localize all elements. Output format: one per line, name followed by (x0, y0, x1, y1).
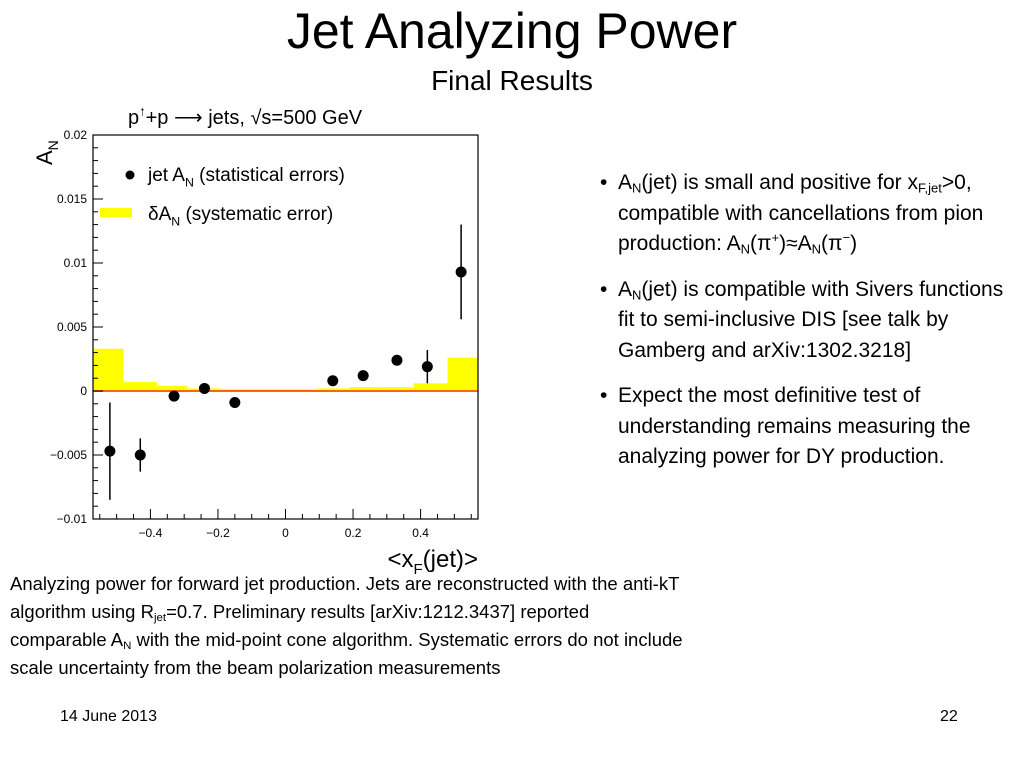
x-tick-label: 0.4 (412, 526, 429, 540)
systematic-band (315, 388, 350, 391)
slide-title: Jet Analyzing Power (286, 3, 738, 59)
y-tick-label: −0.005 (50, 448, 87, 462)
text-run: Analyzing power for forward jet producti… (10, 573, 680, 622)
text-run: N (740, 241, 750, 257)
data-point (198, 382, 210, 394)
y-tick-label: 0 (80, 384, 87, 398)
text-run: A (32, 150, 57, 165)
y-tick-label: 0.005 (57, 320, 87, 334)
legend-dot-marker (125, 170, 135, 180)
text-run: δA (148, 204, 172, 225)
text-run: − (842, 230, 851, 245)
text-run: +p ⟶ jets, √s=500 GeV (146, 107, 363, 129)
data-point (327, 375, 339, 387)
analyzing-power-chart: p↑+p ⟶ jets, √s=500 GeV −0.01 −0.005 0 0.005… (32, 104, 479, 575)
text-run: (π (750, 232, 772, 255)
bullet-item: • Expect the most definitive test of unde… (598, 381, 1020, 473)
legend-band-marker (100, 208, 132, 217)
y-tick-label: 0.01 (64, 256, 88, 270)
text-run: A (618, 277, 633, 301)
systematic-band (447, 357, 478, 391)
x-tick-label: 0 (282, 526, 289, 540)
y-tick-label: −0.01 (57, 512, 88, 526)
text-run: ) (850, 232, 858, 255)
y-tick-label: 0.02 (64, 128, 88, 142)
text-run: =0.7. Preliminary results [arXiv:1212.34… (10, 601, 590, 650)
systematic-band (157, 385, 188, 391)
systematic-band (380, 387, 414, 391)
text-run: F (413, 561, 422, 575)
bullet-list: • AN(jet) is small and positive for xF,je… (598, 168, 1020, 488)
text-run: N (123, 639, 132, 652)
text-run: Expect the most definitive test of under… (618, 384, 971, 468)
data-point (134, 449, 146, 461)
data-point (357, 370, 369, 382)
text-run: A (618, 171, 633, 194)
bullet-item: • AN(jet) is compatible with Sivers funct… (598, 275, 1020, 367)
text-run: (systematic error) (180, 204, 333, 225)
text-run: (jet) is small and positive for x (641, 171, 919, 194)
slide-subtitle: Final Results (431, 65, 593, 96)
slide-date: 14 June 2013 (60, 708, 157, 725)
chart-title: p↑+p ⟶ jets, √s=500 GeV (128, 104, 363, 129)
text-run: + (771, 230, 780, 245)
chart-legend: jet AN (statistical errors)δAN (systemat… (100, 165, 345, 229)
systematic-error-bands (93, 348, 478, 391)
x-axis-label: <xF(jet)> (387, 546, 478, 575)
data-point (421, 361, 433, 373)
y-axis-label: AN (32, 140, 61, 165)
text-run: <x (387, 546, 413, 573)
systematic-band (93, 348, 124, 391)
text-run: F,jet (918, 180, 942, 196)
data-point (391, 354, 403, 366)
y-axis: −0.01 −0.005 0 0.005 0.01 0.015 0.02 (50, 128, 103, 526)
bullet-item: • AN(jet) is small and positive for xF,je… (598, 168, 1020, 260)
systematic-band (413, 383, 448, 391)
slide-page-number: 22 (940, 708, 958, 725)
data-point (104, 445, 116, 457)
text-run: )≈A (779, 232, 812, 255)
x-axis: −0.4 −0.2 0 0.2 0.4 (99, 509, 472, 540)
text-run: N (811, 241, 822, 257)
text-run: ↑ (139, 104, 146, 119)
systematic-band (123, 382, 158, 391)
text-run: >0, compatible with cancellations from p… (618, 171, 984, 255)
text-run: jet A (147, 165, 185, 186)
text-run: with the mid-point cone algorithm. Syste… (10, 629, 683, 678)
systematic-band (349, 387, 381, 391)
x-tick-label: −0.2 (206, 526, 230, 540)
figure-caption: Analyzing power for forward jet producti… (10, 570, 690, 682)
text-run: N (185, 176, 194, 190)
bullet-glyph: • (600, 277, 608, 301)
text-run: jet (153, 611, 167, 624)
x-tick-label: 0.2 (345, 526, 362, 540)
data-point (168, 390, 180, 402)
text-run: N (632, 286, 642, 302)
data-points (104, 224, 467, 500)
x-tick-label: −0.4 (139, 526, 163, 540)
bullet-glyph: • (600, 171, 608, 194)
data-point (455, 266, 467, 278)
text-run: N (632, 180, 642, 196)
text-run: (jet)> (423, 546, 478, 573)
legend-entry-systematic: δAN (systematic error) (148, 204, 333, 229)
data-point (229, 397, 241, 409)
text-run: p (128, 107, 139, 129)
legend-entry-statistical: jet AN (statistical errors) (147, 165, 345, 190)
text-run: (jet) is compatible with Sivers function… (618, 277, 1004, 362)
text-run: (π (821, 232, 843, 255)
bullet-glyph: • (600, 384, 608, 407)
plot-frame (92, 134, 479, 520)
text-run: N (45, 140, 61, 150)
text-run: (statistical errors) (194, 165, 345, 186)
y-tick-label: 0.015 (57, 192, 87, 206)
text-run: N (171, 215, 180, 229)
